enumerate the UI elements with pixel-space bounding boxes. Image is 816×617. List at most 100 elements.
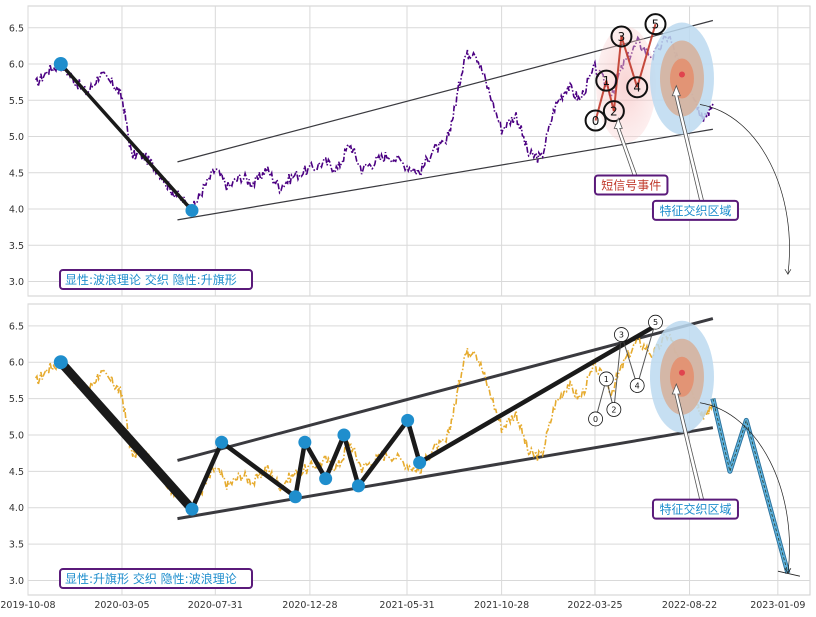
wave-segment [594, 80, 608, 121]
projection-path-dash [712, 398, 789, 574]
x-tick-label: 2020-07-31 [188, 600, 243, 611]
panel-annotation-box [59, 269, 253, 290]
y-tick-label: 5.5 [9, 96, 24, 107]
y-tick-label: 3.5 [9, 540, 24, 551]
trend-segment [189, 439, 224, 512]
trend-vertex-marker [298, 435, 312, 449]
y-tick-label: 6.5 [9, 23, 24, 34]
trend-vertex-marker [413, 456, 427, 470]
y-tick-label: 6.0 [9, 60, 24, 71]
trend-vertex-marker [185, 203, 199, 217]
wave-segment [613, 334, 622, 410]
callout-box [651, 498, 739, 520]
trend-vertex-marker [185, 502, 199, 516]
top-panel: 3.0 3.5 4.0 4.5 5.0 5.5 6.0 6.5 0 1 2 3 4 5 短信号事件特征交织区… [9, 5, 811, 297]
x-tick-label: 2020-12-28 [282, 600, 337, 611]
wave-label-text: 3 [619, 331, 624, 340]
callout-text: 特征交织区域 [659, 502, 731, 517]
wave-segment [612, 36, 623, 112]
x-tick-label: 2022-08-22 [662, 600, 717, 611]
wave-label-text: 5 [653, 318, 658, 327]
y-tick-label: 4.0 [9, 503, 24, 514]
y-tick-label: 5.0 [9, 430, 24, 441]
trend-segment [293, 439, 308, 500]
wave-label-text: 0 [592, 114, 600, 128]
price-series-line [34, 35, 714, 216]
y-tick-label: 3.0 [9, 277, 24, 288]
wave-label-circle [595, 69, 618, 92]
wave-label-circle [648, 314, 663, 330]
y-tick-label: 3.5 [9, 241, 24, 252]
wave-label-circle [614, 327, 629, 342]
x-tick-label: 2022-03-25 [567, 600, 622, 611]
wave-label-text: 3 [618, 30, 626, 44]
wave-label-circle [626, 76, 649, 99]
trend-vertex-marker [215, 435, 229, 449]
wave-segment [620, 36, 639, 88]
wave-label-text: 1 [604, 375, 609, 384]
curved-arrow [699, 402, 790, 574]
curved-arrow-head [784, 567, 792, 574]
wave-label-circle [602, 100, 625, 123]
trend-segment [323, 432, 347, 481]
wave-label-text: 2 [611, 405, 616, 414]
curved-arrow [699, 104, 790, 275]
wave-label-circle [644, 13, 667, 36]
trend-segment [56, 357, 197, 514]
y-tick-label: 4.5 [9, 467, 24, 478]
callout-box [593, 174, 669, 196]
channel-line [177, 426, 714, 521]
wave-label-text: 2 [610, 105, 618, 119]
focus-region-center [678, 369, 685, 376]
trend-vertex-marker [319, 472, 333, 486]
trend-segment [417, 323, 658, 465]
panel-annotation-text: 显性:升旗形 交织 隐性:波浪理论 [65, 571, 237, 586]
focus-region-center [678, 71, 685, 78]
trend-segment [219, 439, 298, 500]
callout-arrow [671, 84, 707, 211]
y-tick-label: 3.0 [9, 576, 24, 587]
wave-label-circle [588, 411, 603, 427]
wave-label-text: 4 [635, 381, 640, 390]
wave-segment [620, 334, 638, 386]
panel-annotation-text: 显性:波浪理论 交织 隐性:升旗形 [65, 272, 237, 287]
wave-label-text: 5 [652, 18, 660, 32]
trend-segment [302, 439, 328, 481]
callout-arrow [671, 382, 707, 510]
trend-segment [356, 418, 410, 489]
wave-label-text: 4 [633, 81, 641, 95]
projection-end-tick [777, 570, 801, 577]
trend-segment [341, 432, 361, 489]
callout-box [651, 199, 739, 221]
y-tick-label: 5.0 [9, 132, 24, 143]
x-tick-label: 2021-05-31 [379, 600, 434, 611]
x-tick-label: 2019-10-08 [0, 600, 55, 611]
y-tick-label: 6.5 [9, 321, 24, 332]
panel-annotation-box [59, 568, 253, 589]
y-tick-label: 4.0 [9, 205, 24, 216]
trend-vertex-marker [288, 490, 302, 504]
wave-label-text: 1 [602, 74, 610, 88]
y-tick-label: 6.0 [9, 358, 24, 369]
callout-text: 短信号事件 [601, 179, 661, 193]
trend-segment [405, 418, 422, 465]
x-tick-label: 2020-03-05 [94, 600, 149, 611]
wave-label-circle [606, 402, 622, 417]
trend-vertex-marker [337, 428, 351, 442]
curved-arrow-head [784, 269, 792, 275]
wave-segment [605, 80, 615, 112]
trend-vertex-marker [53, 355, 68, 370]
wave-label-circle [629, 378, 645, 393]
trend-vertex-marker [401, 413, 415, 427]
bottom-panel: 3.0 3.5 4.0 4.5 5.0 5.5 6.0 6.5 2019-10-08 2020-0… [0, 303, 811, 611]
wave-label-circle [598, 371, 614, 387]
y-tick-label: 5.5 [9, 394, 24, 405]
x-tick-label: 2023-01-09 [750, 600, 805, 611]
wave-highlight-region [595, 26, 656, 143]
wave-segment [636, 322, 656, 386]
wave-label-circle [584, 109, 607, 132]
wave-label-circle [610, 25, 633, 48]
x-tick-label: 2021-10-28 [474, 600, 529, 611]
trend-segment [59, 62, 194, 213]
